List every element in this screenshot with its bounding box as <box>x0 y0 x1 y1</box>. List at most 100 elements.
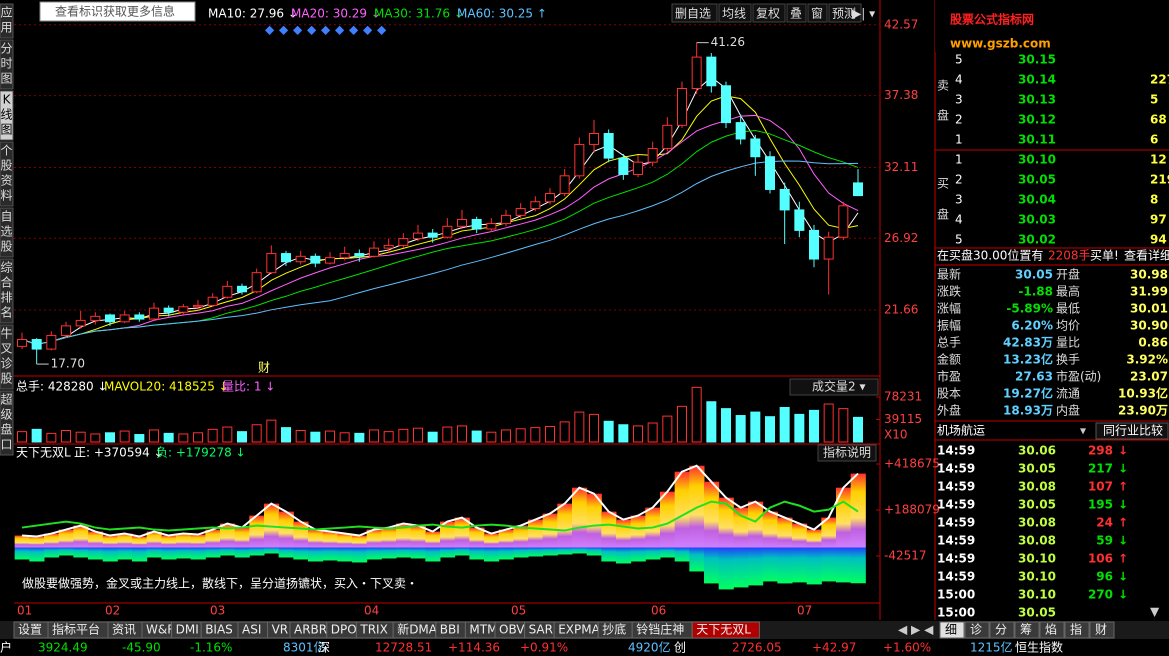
right-tab-label[interactable]: 财 <box>1095 623 1107 637</box>
side-tab[interactable] <box>0 90 14 141</box>
indicator-header: 正: +370594 ↓ <box>74 446 164 460</box>
toolbar-label[interactable]: 叠 <box>790 7 802 21</box>
side-tab[interactable] <box>0 258 14 324</box>
right-tab-label[interactable]: 指 <box>1070 622 1082 637</box>
toolbar-icon[interactable]: ▶| ▾ <box>852 7 875 21</box>
toolbar-label[interactable]: 窗 <box>811 7 823 21</box>
bottom-tab-label[interactable]: MTM <box>469 623 497 637</box>
negative-bar <box>689 547 705 572</box>
negative-bar <box>806 547 822 585</box>
bottom-tab-label[interactable]: BIAS <box>205 623 233 637</box>
event-marker[interactable]: 财 <box>258 361 270 375</box>
positive-bar <box>777 517 793 548</box>
compare-label[interactable]: 同行业比较 <box>1103 423 1163 438</box>
bottom-tab-label[interactable]: 资讯 <box>112 623 136 637</box>
scroll-buttons[interactable]: ◀ ▶ ◀ <box>898 623 934 637</box>
bottom-tab[interactable] <box>691 621 760 639</box>
bottom-tab-label[interactable]: W&R <box>146 623 176 637</box>
side-tab[interactable] <box>0 207 14 258</box>
bottom-tab-label[interactable]: ASI <box>242 623 261 637</box>
scroll-arrow[interactable]: ▼ <box>1150 605 1160 619</box>
toolbar-label[interactable]: 预测 <box>832 7 856 21</box>
toolbar-button[interactable] <box>671 3 718 23</box>
toolbar-button[interactable] <box>752 3 786 23</box>
side-tab[interactable] <box>0 141 14 207</box>
bottom-tab-label[interactable]: 设置 <box>18 623 42 637</box>
book-level: 5 <box>955 233 963 247</box>
dropdown[interactable]: ▾ <box>1080 424 1086 438</box>
side-tab-label: 选 <box>0 225 12 239</box>
right-tab-label[interactable]: 分 <box>995 623 1007 637</box>
industry[interactable]: 机场航运 <box>937 423 985 438</box>
ma-line <box>21 160 859 345</box>
book-level: 1 <box>955 133 963 147</box>
negative-bar <box>205 547 221 558</box>
bottom-tab-label[interactable]: DPO <box>331 623 357 637</box>
bottom-tab-label[interactable]: TRIX <box>359 623 387 637</box>
side-tab[interactable] <box>0 324 14 390</box>
toolbar-label[interactable]: 复权 <box>756 7 780 21</box>
notice-link[interactable]: 查看详细 <box>1124 248 1169 263</box>
right-tab[interactable] <box>939 621 965 639</box>
bottom-tab-label[interactable]: OBV <box>499 623 525 637</box>
compare-button[interactable] <box>1095 422 1169 440</box>
side-tab[interactable] <box>0 390 14 456</box>
status-item: +114.36 <box>448 641 500 655</box>
right-tab[interactable] <box>964 621 990 639</box>
bottom-tab-label[interactable]: ARBR <box>294 623 327 637</box>
volume-bar <box>207 428 218 443</box>
right-tab[interactable] <box>989 621 1015 639</box>
right-tab[interactable] <box>1064 621 1090 639</box>
bottom-tab-label[interactable]: 新DMA <box>397 622 438 637</box>
book-volume: 5 <box>1150 93 1158 107</box>
bottom-tab-label[interactable]: 铃铛庄神 <box>636 622 684 637</box>
toolbar-button[interactable] <box>807 3 828 23</box>
tick-time: 15:00 <box>937 606 975 620</box>
right-tab-label[interactable]: 焰 <box>1045 622 1057 637</box>
bottom-tab-label[interactable]: 天下无双L <box>696 623 751 637</box>
y-tick-label: -42517 <box>884 548 927 562</box>
right-tab[interactable] <box>1089 621 1115 639</box>
indicator-selector[interactable] <box>789 378 879 396</box>
bottom-tab-label[interactable]: 指标平台 <box>52 622 100 637</box>
notice: 买单! <box>1090 249 1119 263</box>
positive-bar <box>337 533 353 548</box>
bottom-tab-label[interactable]: SAR <box>529 623 553 637</box>
positive-bar <box>513 525 529 548</box>
toolbar-button[interactable] <box>828 3 862 23</box>
indicator-help[interactable] <box>817 444 877 462</box>
bottom-tab-label[interactable]: EXPMA <box>558 623 600 637</box>
side-tab[interactable] <box>0 3 14 39</box>
candle-body <box>427 232 438 238</box>
side-tab-label: 图 <box>0 72 12 86</box>
toolbar-label[interactable]: 删自选 <box>675 7 711 21</box>
book-volume: 219 <box>1150 173 1169 187</box>
negative-bar <box>616 547 632 564</box>
signal-diamond: ◆ <box>265 23 275 37</box>
toolbar-button[interactable] <box>718 3 752 23</box>
side-tab-label: 综 <box>0 261 12 275</box>
toolbar-button[interactable] <box>786 3 807 23</box>
candle-body <box>17 339 27 347</box>
volume-bar <box>383 431 394 443</box>
indicator-help-label[interactable]: 指标说明 <box>823 445 871 460</box>
right-tab[interactable] <box>1014 621 1040 639</box>
right-tab-label[interactable]: 筹 <box>1020 623 1032 637</box>
tick-arrow: ↑ <box>1118 552 1128 566</box>
bottom-tab-label[interactable]: 抄底 <box>602 622 626 637</box>
indicator-selector-label[interactable]: 成交量2 ▾ <box>812 379 865 394</box>
right-tab-label[interactable]: 诊 <box>970 623 982 637</box>
bottom-tab-label[interactable]: VR <box>272 623 289 637</box>
right-tab-label[interactable]: 细 <box>945 623 957 637</box>
candle-body <box>706 56 717 87</box>
side-tab[interactable] <box>0 39 14 90</box>
signal-diamond: ◆ <box>363 23 373 37</box>
book-volume: 94 <box>1150 233 1167 247</box>
right-tab[interactable] <box>1039 621 1065 639</box>
toolbar-label[interactable]: 均线 <box>722 7 746 21</box>
candle-body <box>442 225 453 238</box>
bottom-tab-label[interactable]: BBI <box>440 623 460 637</box>
indicator-name: 天下无双L <box>16 446 71 460</box>
bottom-tab-label[interactable]: DMI <box>176 623 199 637</box>
y-tick-label: +188079 <box>884 502 940 516</box>
